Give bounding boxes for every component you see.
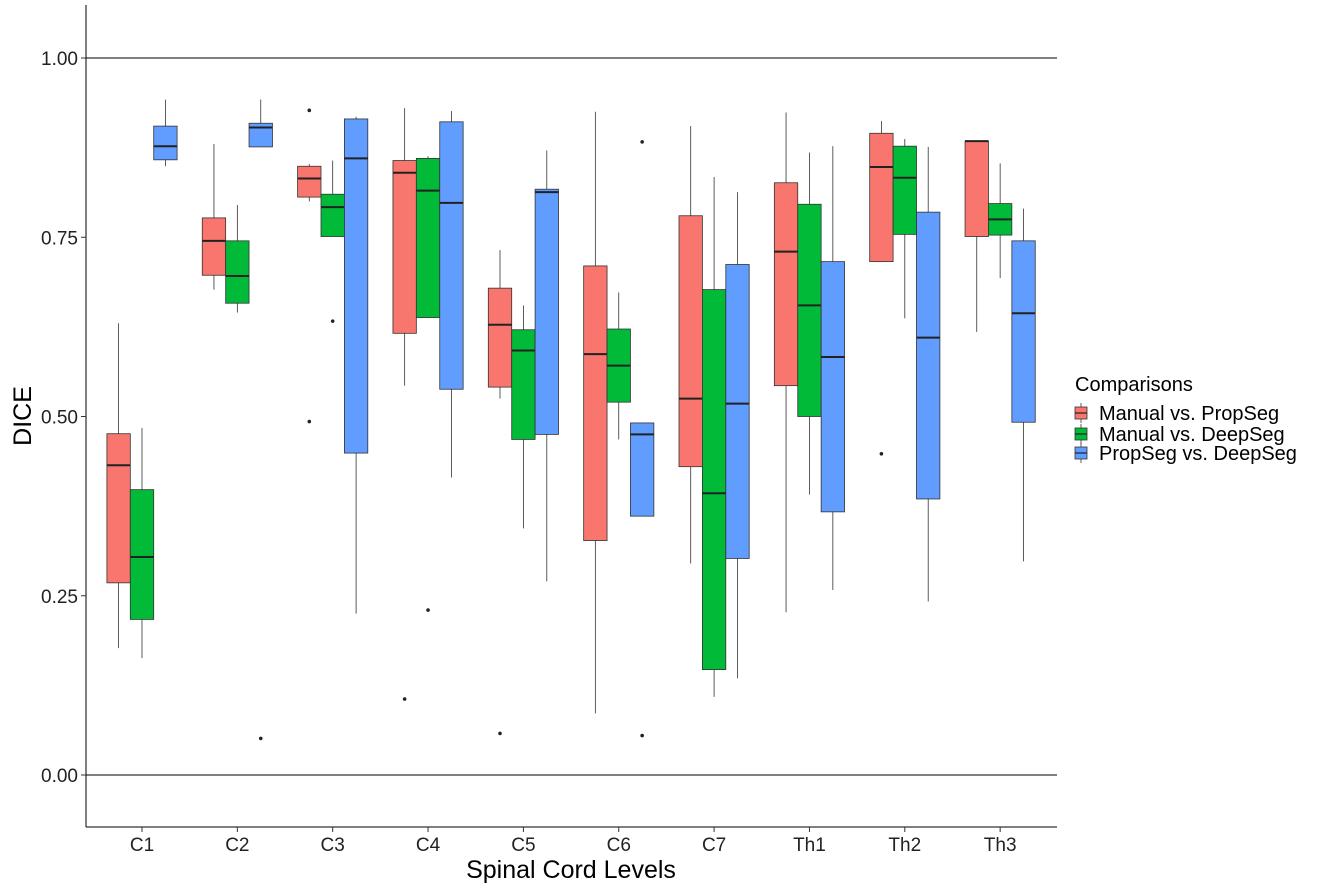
box-body: [678, 215, 703, 468]
box-C7-2: [725, 192, 750, 679]
reference-lines: [86, 57, 1057, 776]
box-body: [630, 422, 655, 517]
box-body: [511, 329, 536, 440]
box-body: [129, 489, 155, 620]
outlier-point: [402, 697, 407, 701]
box-body: [106, 433, 131, 584]
box-C5-0: [487, 250, 513, 736]
outlier-point: [498, 731, 502, 736]
y-axis-title: DICE: [9, 386, 37, 446]
y-tick-label: 0.00: [41, 766, 78, 787]
box-body: [415, 157, 441, 318]
box-Th3-2: [1011, 208, 1036, 562]
box-C6-1: [606, 292, 631, 440]
box-C4-1: [415, 156, 441, 612]
y-tick-label: 0.75: [41, 228, 78, 249]
outlier-point: [640, 140, 644, 144]
box-C6-2: [630, 140, 655, 738]
outlier-point: [330, 319, 335, 323]
legend-item: PropSeg vs. DeepSeg: [1074, 443, 1297, 465]
x-axis-title: Spinal Cord Levels: [466, 856, 676, 884]
box-body: [153, 125, 178, 161]
box-C2-1: [225, 204, 250, 313]
box-body: [248, 122, 273, 148]
legend-title: Comparisons: [1075, 374, 1193, 396]
box-C2-2: [248, 99, 273, 741]
box-body: [1011, 240, 1036, 423]
y-tick-label: 0.25: [41, 587, 78, 608]
box-C3-2: [343, 116, 369, 614]
plot-area: [106, 99, 1036, 741]
box-body: [201, 217, 227, 276]
box-body: [892, 145, 917, 235]
x-tick-label: C1: [130, 835, 154, 856]
box-Th2-2: [916, 146, 941, 602]
box-C7-1: [702, 177, 727, 697]
outlier-point: [879, 451, 884, 456]
box-C4-0: [392, 108, 417, 701]
box-C2-0: [201, 144, 227, 290]
x-tick-label: C2: [225, 835, 249, 856]
box-Th2-1: [892, 139, 917, 319]
box-C1-2: [153, 99, 178, 167]
x-tick-label: Th2: [888, 835, 921, 856]
y-tick-label: 0.50: [41, 408, 78, 429]
x-tick-label: C7: [702, 835, 726, 856]
box-C3-1: [320, 160, 345, 323]
box-body: [320, 193, 345, 237]
x-tick-label: C6: [607, 835, 631, 856]
x-tick-label: C4: [416, 835, 441, 856]
x-ticks: C1 C2 C3 C4 C5 C6 C7 Th1 Th2 Th3: [130, 827, 1017, 856]
x-tick-label: Th1: [793, 835, 826, 856]
legend-label: Manual vs. PropSeg: [1099, 403, 1279, 425]
box-body: [916, 211, 941, 500]
box-body: [869, 132, 894, 263]
y-ticks: 0.00 0.25 0.50 0.75 1.00: [41, 49, 86, 787]
x-tick-label: C5: [511, 835, 535, 856]
box-Th2-0: [869, 121, 894, 456]
x-tick-label: Th3: [984, 835, 1017, 856]
legend-label: Manual vs. DeepSeg: [1099, 424, 1285, 446]
box-body: [343, 118, 369, 454]
box-body: [583, 265, 608, 541]
box-body: [964, 140, 989, 237]
box-body: [820, 261, 845, 513]
box-C5-1: [511, 305, 536, 529]
box-C5-2: [534, 150, 559, 582]
box-body: [797, 203, 822, 417]
box-body: [725, 264, 750, 559]
box-C7-0: [678, 126, 703, 564]
box-C6-0: [583, 111, 608, 714]
box-C1-0: [106, 323, 131, 649]
box-body: [534, 188, 559, 435]
legend-item: Manual vs. PropSeg: [1074, 403, 1279, 425]
axes: [85, 5, 1057, 828]
outlier-point: [258, 736, 263, 741]
box-Th3-0: [964, 140, 989, 332]
outlier-point: [307, 419, 312, 424]
box-Th1-1: [797, 152, 822, 495]
box-C4-2: [439, 111, 464, 478]
outlier-point: [640, 733, 644, 738]
box-body: [702, 289, 727, 671]
box-Th1-0: [773, 112, 799, 613]
outlier-point: [307, 108, 312, 113]
box-C3-0: [297, 108, 322, 424]
box-Th1-2: [820, 146, 845, 591]
box-body: [297, 165, 322, 198]
y-tick-label: 1.00: [41, 49, 78, 70]
legend-item: Manual vs. DeepSeg: [1074, 424, 1285, 446]
box-C1-1: [129, 427, 155, 659]
x-tick-label: C3: [321, 835, 345, 856]
box-body: [439, 121, 464, 390]
legend-label: PropSeg vs. DeepSeg: [1099, 443, 1297, 465]
box-body: [773, 182, 799, 387]
outlier-point: [426, 608, 430, 612]
box-Th3-1: [988, 163, 1013, 279]
box-body: [225, 240, 250, 304]
box-body: [392, 160, 417, 334]
box-body: [487, 287, 513, 388]
